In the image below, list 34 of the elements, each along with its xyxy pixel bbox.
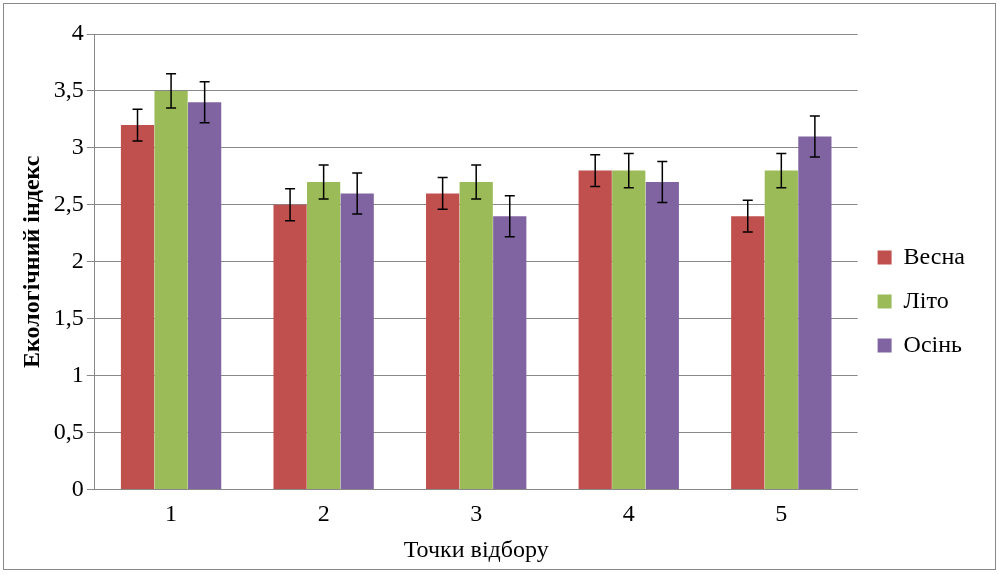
bar <box>273 204 307 489</box>
bar <box>731 216 765 489</box>
y-tick-label: 1,5 <box>53 303 84 330</box>
y-axis-title: Екологічний індекс <box>17 155 44 368</box>
bar <box>764 170 798 489</box>
x-tick-label: 3 <box>470 500 483 527</box>
x-axis-title: Точки відбору <box>403 535 549 562</box>
bar <box>493 216 527 489</box>
bar <box>645 182 679 489</box>
x-tick-label: 4 <box>622 500 635 527</box>
y-tick-label: 0,5 <box>53 417 84 444</box>
y-tick-label: 2 <box>71 247 84 273</box>
bar <box>459 182 493 489</box>
y-tick-label: 2,5 <box>53 190 84 217</box>
legend-label: Весна <box>903 242 966 269</box>
y-tick-label: 3,5 <box>53 76 84 103</box>
bar <box>612 170 646 489</box>
bar <box>798 136 832 489</box>
y-tick-label: 3 <box>71 133 84 160</box>
y-tick-label: 1 <box>71 360 84 387</box>
legend-label: Літо <box>903 286 949 313</box>
legend-label: Осінь <box>903 330 963 357</box>
y-tick-label: 4 <box>71 19 84 46</box>
x-tick-label: 5 <box>775 500 788 527</box>
bar <box>307 182 341 489</box>
bar <box>426 193 460 489</box>
bar <box>154 90 188 489</box>
bar <box>578 170 612 489</box>
x-tick-label: 1 <box>165 500 178 527</box>
bar <box>120 125 155 489</box>
x-tick-label: 2 <box>317 500 330 527</box>
y-tick-label: 0 <box>71 474 84 501</box>
bar <box>188 102 222 489</box>
bar <box>340 193 374 489</box>
